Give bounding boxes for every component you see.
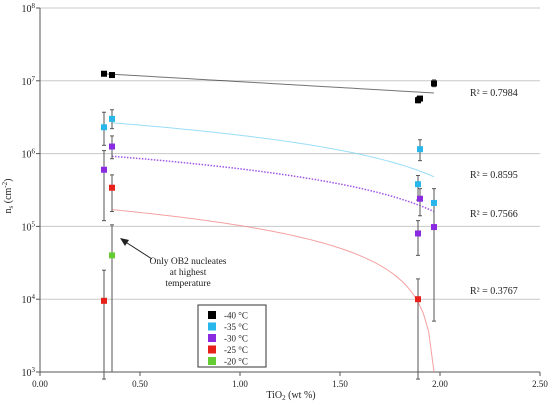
y-tick-label: 103 (22, 366, 36, 379)
data-point-2 (417, 195, 423, 202)
y-tick-label: 106 (22, 148, 36, 161)
data-point-2 (415, 230, 421, 237)
data-point-0 (417, 95, 423, 102)
annotation-line-3: temperature (165, 279, 210, 289)
data-point-3 (109, 184, 115, 191)
annotation-arrowhead (120, 238, 129, 246)
data-point-4 (109, 252, 115, 259)
r-squared-label: R² = 0.7566 (470, 209, 518, 220)
data-point-0 (109, 72, 115, 79)
data-point-0 (101, 70, 107, 77)
legend-swatch (208, 322, 216, 331)
legend-swatch (208, 311, 216, 319)
data-point-2 (431, 224, 437, 231)
x-axis-label: TiO2 (wt %) (266, 390, 315, 402)
x-tick-label: 2.50 (532, 379, 548, 389)
data-point-3 (415, 296, 421, 303)
y-tick-label: 105 (22, 220, 36, 233)
legend-swatch (208, 357, 216, 365)
error-bars (102, 79, 436, 380)
legend-label: -40 °C (224, 311, 248, 321)
trendline-2 (111, 155, 435, 213)
data-point-0 (431, 80, 437, 87)
r-squared-label: R² = 0.8595 (470, 170, 518, 181)
annotation: Only OB2 nucleates at highest temperatur… (120, 238, 227, 289)
trendlines (103, 73, 435, 373)
data-point-1 (101, 124, 107, 131)
data-point-3 (101, 297, 107, 304)
data-point-2 (109, 143, 115, 150)
x-tick-label: 0.00 (32, 379, 48, 389)
annotation-line-1: Only OB2 nucleates (149, 257, 226, 267)
legend-label: -35 °C (224, 322, 248, 332)
x-tick-label: 0.50 (132, 379, 148, 389)
legend-label: -30 °C (224, 334, 248, 344)
y-axis-label: ns (cm-2) (1, 179, 15, 214)
data-points (101, 70, 437, 304)
trendline-1 (111, 122, 435, 178)
y-tick-label: 104 (22, 293, 36, 306)
data-point-2 (101, 166, 107, 173)
r-squared-labels: R² = 0.7984 R² = 0.8595 R² = 0.7566 R² = 0.… (470, 88, 518, 297)
legend-swatch (208, 345, 216, 354)
data-point-1 (417, 146, 423, 153)
trendline-0 (103, 73, 435, 94)
y-tick-label: 107 (22, 75, 36, 88)
gridlines (40, 7, 540, 300)
legend: -40 °C-35 °C -30 °C-25 °C -20 °C (197, 304, 267, 368)
data-point-1 (109, 115, 115, 122)
y-tick-label: 108 (22, 2, 36, 15)
r-squared-label: R² = 0.7984 (470, 88, 518, 99)
data-point-1 (431, 199, 437, 206)
legend-label: -20 °C (224, 357, 248, 367)
legend-swatch (208, 334, 216, 342)
data-point-1 (415, 181, 421, 188)
r-squared-label: R² = 0.3767 (470, 286, 518, 297)
legend-label: -25 °C (224, 345, 248, 355)
x-tick-label: 2.00 (432, 379, 448, 389)
x-tick-label: 1.00 (232, 379, 248, 389)
annotation-line-2: at highest (170, 268, 207, 278)
axes: 103 104 105 106 107 108 0.00 0.50 1.00 1.50 2.00 2.… (22, 2, 549, 389)
x-tick-label: 1.50 (332, 379, 348, 389)
trendline-3 (111, 209, 435, 373)
annotation-arrow (123, 240, 153, 260)
